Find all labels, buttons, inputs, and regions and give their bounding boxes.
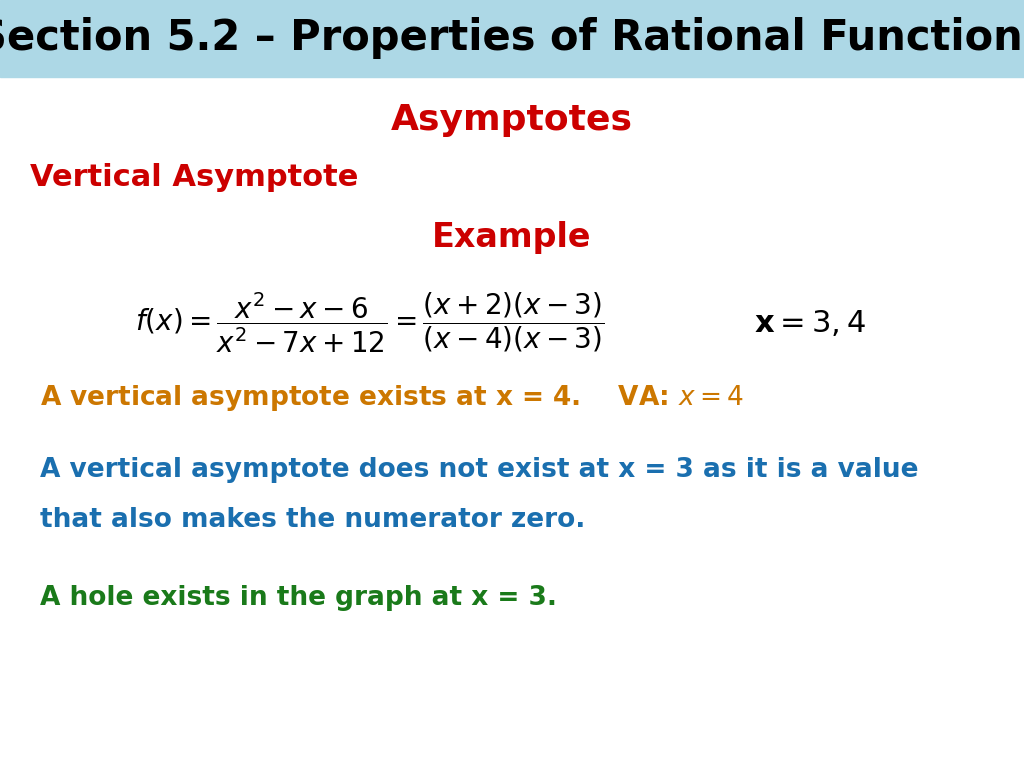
Bar bbox=[0, 0, 1024, 77]
Text: Example: Example bbox=[432, 221, 592, 254]
Text: A vertical asymptote exists at x = 4.    VA: $x = 4$: A vertical asymptote exists at x = 4. VA… bbox=[40, 383, 743, 413]
Text: Vertical Asymptote: Vertical Asymptote bbox=[30, 164, 358, 193]
Text: that also makes the numerator zero.: that also makes the numerator zero. bbox=[40, 507, 586, 533]
Text: Section 5.2 – Properties of Rational Functions: Section 5.2 – Properties of Rational Fun… bbox=[0, 18, 1024, 59]
Text: A hole exists in the graph at x = 3.: A hole exists in the graph at x = 3. bbox=[40, 585, 557, 611]
Text: $f(x) = \dfrac{x^2 - x - 6}{x^2 - 7x + 12} = \dfrac{(x + 2)(x - 3)}{(x - 4)(x - : $f(x) = \dfrac{x^2 - x - 6}{x^2 - 7x + 1… bbox=[135, 291, 605, 356]
Text: $\mathregular{x} = 3, 4$: $\mathregular{x} = 3, 4$ bbox=[754, 308, 866, 338]
Text: A vertical asymptote does not exist at x = 3 as it is a value: A vertical asymptote does not exist at x… bbox=[40, 457, 919, 483]
Text: Asymptotes: Asymptotes bbox=[391, 103, 633, 137]
